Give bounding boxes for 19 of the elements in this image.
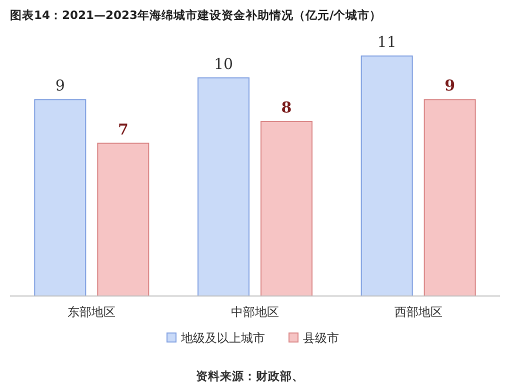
x-tick-label: 中部地区 xyxy=(231,305,279,319)
text: 资料来源：财政部、 xyxy=(196,369,304,383)
bar xyxy=(34,99,86,296)
data-label: 10 xyxy=(214,54,234,73)
data-label: 7 xyxy=(118,120,128,138)
legend-label: 县级市 xyxy=(303,331,339,345)
x-tick-label: 东部地区 xyxy=(68,305,116,319)
bar xyxy=(97,142,150,296)
bar xyxy=(360,56,413,296)
data-label: 11 xyxy=(377,33,396,51)
chart-title: 图表14：2021—2023年海绵城市建设资金补助情况（亿元/个城市） xyxy=(10,8,382,22)
x-tick-label: 西部地区 xyxy=(394,305,442,319)
legend-label: 地级及以上城市 xyxy=(180,331,265,345)
data-label: 8 xyxy=(281,98,292,116)
bar xyxy=(260,120,312,296)
data-label: 9 xyxy=(444,76,456,95)
bar xyxy=(198,77,250,296)
bar xyxy=(424,99,476,296)
data-label: 9 xyxy=(55,76,65,95)
